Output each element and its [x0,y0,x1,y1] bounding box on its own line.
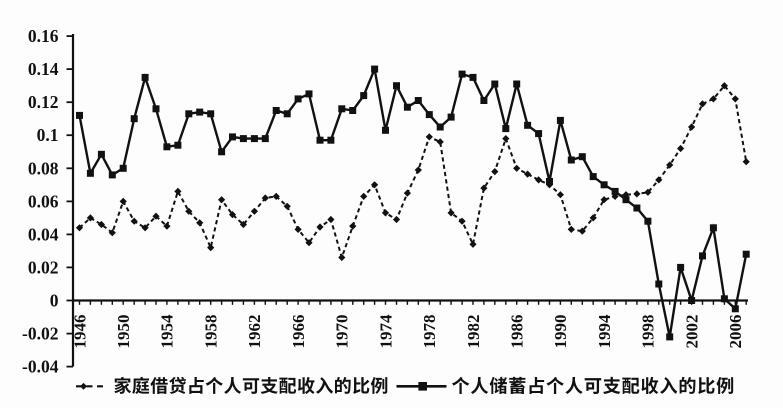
svg-text:1994: 1994 [595,314,614,349]
svg-text:2002: 2002 [682,315,701,349]
svg-text:1950: 1950 [114,315,133,349]
svg-text:1982: 1982 [464,315,483,349]
svg-text:0.16: 0.16 [28,26,59,46]
svg-text:-0.04: -0.04 [22,357,59,377]
svg-text:0.1: 0.1 [37,125,59,145]
svg-text:1962: 1962 [245,315,264,349]
svg-text:0.08: 0.08 [28,158,59,178]
svg-text:-0.02: -0.02 [22,324,58,344]
svg-text:1970: 1970 [333,315,352,349]
svg-text:1954: 1954 [158,314,177,349]
svg-text:1990: 1990 [551,315,570,349]
svg-text:0: 0 [50,291,59,311]
svg-text:1986: 1986 [508,315,527,349]
svg-text:0.14: 0.14 [28,59,59,79]
svg-text:1974: 1974 [376,314,395,349]
svg-text:1978: 1978 [420,315,439,349]
svg-text:0.02: 0.02 [28,257,59,277]
svg-text:0.06: 0.06 [28,191,59,211]
svg-text:1946: 1946 [70,315,89,349]
svg-text:0.12: 0.12 [28,92,59,112]
svg-text:1998: 1998 [639,315,658,349]
svg-text:0.04: 0.04 [28,224,59,244]
svg-text:1966: 1966 [289,315,308,349]
svg-text:1958: 1958 [202,315,221,349]
svg-text:2006: 2006 [726,315,745,349]
